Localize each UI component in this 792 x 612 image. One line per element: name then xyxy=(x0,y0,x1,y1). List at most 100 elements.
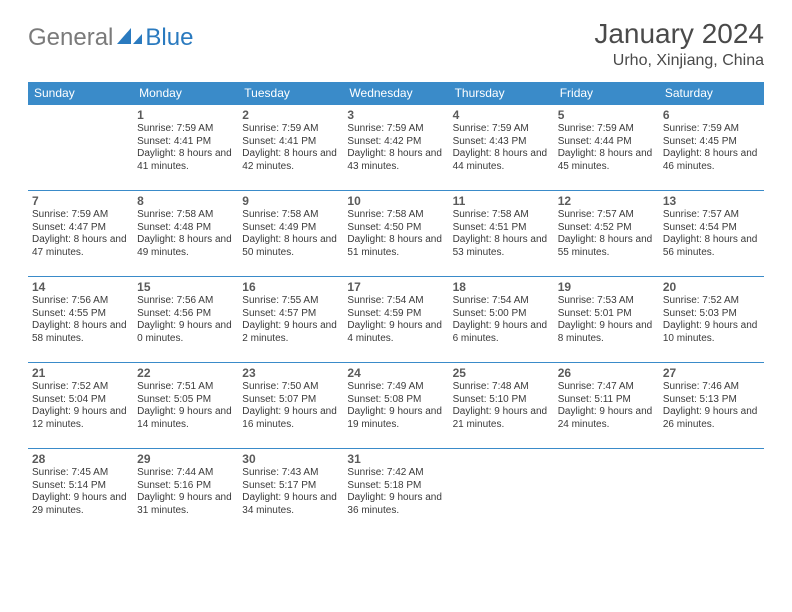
day-info: Sunrise: 7:58 AMSunset: 4:48 PMDaylight:… xyxy=(137,209,234,259)
calendar-day-cell: 19Sunrise: 7:53 AMSunset: 5:01 PMDayligh… xyxy=(554,277,659,363)
day-info: Sunrise: 7:48 AMSunset: 5:10 PMDaylight:… xyxy=(453,381,550,431)
calendar-day-cell: 12Sunrise: 7:57 AMSunset: 4:52 PMDayligh… xyxy=(554,191,659,277)
day-info: Sunrise: 7:59 AMSunset: 4:45 PMDaylight:… xyxy=(663,123,760,173)
day-info: Sunrise: 7:54 AMSunset: 5:00 PMDaylight:… xyxy=(453,295,550,345)
day-number: 8 xyxy=(137,194,234,208)
day-info: Sunrise: 7:50 AMSunset: 5:07 PMDaylight:… xyxy=(242,381,339,431)
day-number: 29 xyxy=(137,452,234,466)
calendar-day-cell: 14Sunrise: 7:56 AMSunset: 4:55 PMDayligh… xyxy=(28,277,133,363)
day-number: 21 xyxy=(32,366,129,380)
day-number: 3 xyxy=(347,108,444,122)
day-number: 31 xyxy=(347,452,444,466)
calendar-head: SundayMondayTuesdayWednesdayThursdayFrid… xyxy=(28,82,764,105)
day-number: 14 xyxy=(32,280,129,294)
calendar-day-cell: 23Sunrise: 7:50 AMSunset: 5:07 PMDayligh… xyxy=(238,363,343,449)
calendar-day-cell: 10Sunrise: 7:58 AMSunset: 4:50 PMDayligh… xyxy=(343,191,448,277)
day-number: 9 xyxy=(242,194,339,208)
day-number: 4 xyxy=(453,108,550,122)
day-info: Sunrise: 7:58 AMSunset: 4:51 PMDaylight:… xyxy=(453,209,550,259)
calendar-day-cell: 7Sunrise: 7:59 AMSunset: 4:47 PMDaylight… xyxy=(28,191,133,277)
calendar-day-cell: 28Sunrise: 7:45 AMSunset: 5:14 PMDayligh… xyxy=(28,449,133,535)
calendar-day-cell: 13Sunrise: 7:57 AMSunset: 4:54 PMDayligh… xyxy=(659,191,764,277)
day-info: Sunrise: 7:59 AMSunset: 4:41 PMDaylight:… xyxy=(137,123,234,173)
day-number: 24 xyxy=(347,366,444,380)
calendar-day-cell: 21Sunrise: 7:52 AMSunset: 5:04 PMDayligh… xyxy=(28,363,133,449)
day-number: 22 xyxy=(137,366,234,380)
day-number: 25 xyxy=(453,366,550,380)
calendar-day-cell: 22Sunrise: 7:51 AMSunset: 5:05 PMDayligh… xyxy=(133,363,238,449)
day-number: 30 xyxy=(242,452,339,466)
day-info: Sunrise: 7:59 AMSunset: 4:42 PMDaylight:… xyxy=(347,123,444,173)
day-info: Sunrise: 7:44 AMSunset: 5:16 PMDaylight:… xyxy=(137,467,234,517)
day-number: 7 xyxy=(32,194,129,208)
calendar-week-row: 1Sunrise: 7:59 AMSunset: 4:41 PMDaylight… xyxy=(28,105,764,191)
weekday-header: Saturday xyxy=(659,82,764,105)
weekday-header: Friday xyxy=(554,82,659,105)
day-info: Sunrise: 7:56 AMSunset: 4:55 PMDaylight:… xyxy=(32,295,129,345)
day-number: 15 xyxy=(137,280,234,294)
calendar-day-cell: 20Sunrise: 7:52 AMSunset: 5:03 PMDayligh… xyxy=(659,277,764,363)
day-number: 16 xyxy=(242,280,339,294)
calendar-day-cell: 29Sunrise: 7:44 AMSunset: 5:16 PMDayligh… xyxy=(133,449,238,535)
day-info: Sunrise: 7:59 AMSunset: 4:43 PMDaylight:… xyxy=(453,123,550,173)
day-number: 18 xyxy=(453,280,550,294)
calendar-day-cell: 17Sunrise: 7:54 AMSunset: 4:59 PMDayligh… xyxy=(343,277,448,363)
day-number: 1 xyxy=(137,108,234,122)
weekday-row: SundayMondayTuesdayWednesdayThursdayFrid… xyxy=(28,82,764,105)
weekday-header: Sunday xyxy=(28,82,133,105)
calendar-week-row: 14Sunrise: 7:56 AMSunset: 4:55 PMDayligh… xyxy=(28,277,764,363)
weekday-header: Tuesday xyxy=(238,82,343,105)
day-info: Sunrise: 7:52 AMSunset: 5:04 PMDaylight:… xyxy=(32,381,129,431)
calendar-day-cell xyxy=(449,449,554,535)
day-number: 17 xyxy=(347,280,444,294)
day-info: Sunrise: 7:52 AMSunset: 5:03 PMDaylight:… xyxy=(663,295,760,345)
day-number: 11 xyxy=(453,194,550,208)
header: General Blue January 2024 Urho, Xinjiang… xyxy=(28,18,764,70)
day-number: 26 xyxy=(558,366,655,380)
title-block: January 2024 Urho, Xinjiang, China xyxy=(594,18,764,70)
day-number: 6 xyxy=(663,108,760,122)
calendar-week-row: 28Sunrise: 7:45 AMSunset: 5:14 PMDayligh… xyxy=(28,449,764,535)
calendar-day-cell: 4Sunrise: 7:59 AMSunset: 4:43 PMDaylight… xyxy=(449,105,554,191)
calendar-page: General Blue January 2024 Urho, Xinjiang… xyxy=(0,0,792,553)
calendar-week-row: 7Sunrise: 7:59 AMSunset: 4:47 PMDaylight… xyxy=(28,191,764,277)
calendar-body: 1Sunrise: 7:59 AMSunset: 4:41 PMDaylight… xyxy=(28,105,764,535)
calendar-day-cell: 6Sunrise: 7:59 AMSunset: 4:45 PMDaylight… xyxy=(659,105,764,191)
logo-sail-icon xyxy=(117,26,143,51)
day-number: 13 xyxy=(663,194,760,208)
calendar-day-cell: 25Sunrise: 7:48 AMSunset: 5:10 PMDayligh… xyxy=(449,363,554,449)
calendar-day-cell: 8Sunrise: 7:58 AMSunset: 4:48 PMDaylight… xyxy=(133,191,238,277)
calendar-table: SundayMondayTuesdayWednesdayThursdayFrid… xyxy=(28,82,764,535)
calendar-day-cell: 9Sunrise: 7:58 AMSunset: 4:49 PMDaylight… xyxy=(238,191,343,277)
day-info: Sunrise: 7:49 AMSunset: 5:08 PMDaylight:… xyxy=(347,381,444,431)
day-info: Sunrise: 7:57 AMSunset: 4:54 PMDaylight:… xyxy=(663,209,760,259)
day-number: 27 xyxy=(663,366,760,380)
calendar-day-cell xyxy=(659,449,764,535)
calendar-day-cell xyxy=(554,449,659,535)
weekday-header: Thursday xyxy=(449,82,554,105)
calendar-day-cell: 5Sunrise: 7:59 AMSunset: 4:44 PMDaylight… xyxy=(554,105,659,191)
day-info: Sunrise: 7:58 AMSunset: 4:49 PMDaylight:… xyxy=(242,209,339,259)
calendar-day-cell: 3Sunrise: 7:59 AMSunset: 4:42 PMDaylight… xyxy=(343,105,448,191)
day-info: Sunrise: 7:43 AMSunset: 5:17 PMDaylight:… xyxy=(242,467,339,517)
day-number: 10 xyxy=(347,194,444,208)
calendar-day-cell: 15Sunrise: 7:56 AMSunset: 4:56 PMDayligh… xyxy=(133,277,238,363)
calendar-week-row: 21Sunrise: 7:52 AMSunset: 5:04 PMDayligh… xyxy=(28,363,764,449)
day-number: 23 xyxy=(242,366,339,380)
logo-text-general: General xyxy=(28,24,113,52)
calendar-day-cell: 1Sunrise: 7:59 AMSunset: 4:41 PMDaylight… xyxy=(133,105,238,191)
day-info: Sunrise: 7:46 AMSunset: 5:13 PMDaylight:… xyxy=(663,381,760,431)
day-number: 2 xyxy=(242,108,339,122)
calendar-day-cell: 27Sunrise: 7:46 AMSunset: 5:13 PMDayligh… xyxy=(659,363,764,449)
day-info: Sunrise: 7:59 AMSunset: 4:41 PMDaylight:… xyxy=(242,123,339,173)
day-info: Sunrise: 7:57 AMSunset: 4:52 PMDaylight:… xyxy=(558,209,655,259)
day-info: Sunrise: 7:59 AMSunset: 4:44 PMDaylight:… xyxy=(558,123,655,173)
day-number: 20 xyxy=(663,280,760,294)
calendar-day-cell: 16Sunrise: 7:55 AMSunset: 4:57 PMDayligh… xyxy=(238,277,343,363)
day-info: Sunrise: 7:56 AMSunset: 4:56 PMDaylight:… xyxy=(137,295,234,345)
day-info: Sunrise: 7:53 AMSunset: 5:01 PMDaylight:… xyxy=(558,295,655,345)
day-info: Sunrise: 7:51 AMSunset: 5:05 PMDaylight:… xyxy=(137,381,234,431)
day-info: Sunrise: 7:54 AMSunset: 4:59 PMDaylight:… xyxy=(347,295,444,345)
calendar-day-cell: 26Sunrise: 7:47 AMSunset: 5:11 PMDayligh… xyxy=(554,363,659,449)
logo: General Blue xyxy=(28,18,193,52)
